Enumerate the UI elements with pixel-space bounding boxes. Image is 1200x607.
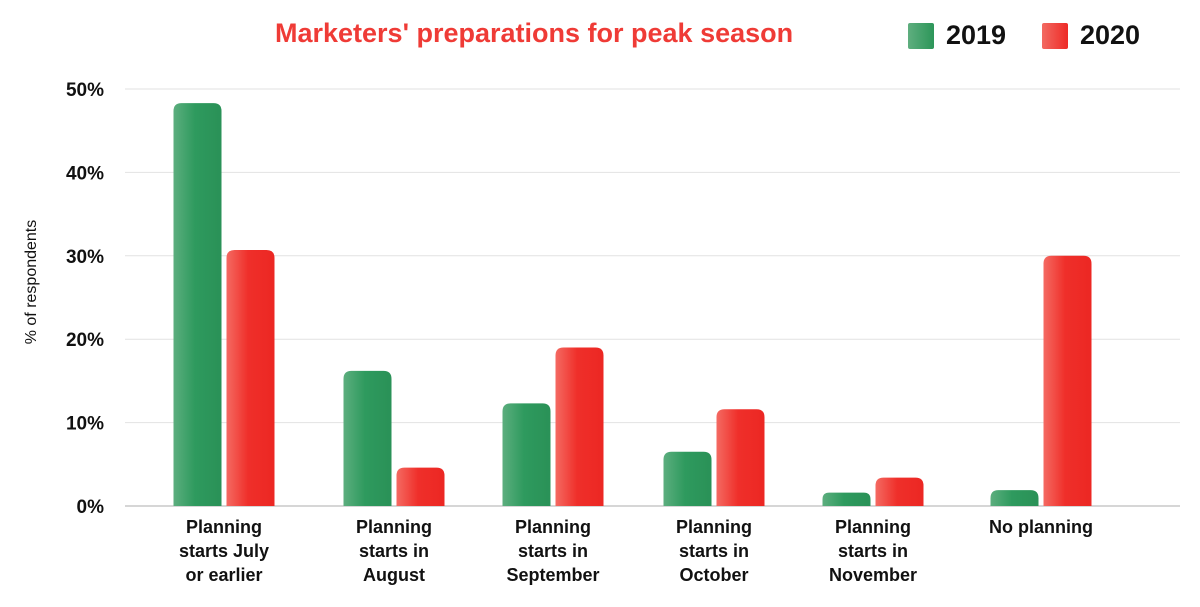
x-category-label: Planning starts in August [356,517,432,585]
x-category-label: No planning [989,517,1093,537]
legend-item-2019: 2019 [908,20,1006,51]
y-tick-label: 40% [66,163,104,184]
bar-2019-4 [822,492,871,506]
y-tick-label: 20% [66,330,104,351]
bar-2019-5 [990,490,1039,506]
legend-label-2019: 2019 [946,20,1007,50]
bar-2020-2 [555,347,604,506]
bar-2019-0 [173,103,222,506]
y-tick-label: 50% [66,80,104,101]
legend-label-2020: 2020 [1080,20,1141,50]
bar-2019-2 [502,403,551,506]
legend-swatch-2020 [1042,22,1068,49]
y-tick-label: 0% [77,497,105,518]
chart-title: Marketers' preparations for peak season [275,18,794,48]
bar-2020-3 [716,409,765,506]
y-tick-label: 10% [66,414,104,435]
bar-2020-5 [1043,255,1092,506]
x-category-label: Planning starts July or earlier [179,517,269,585]
y-tick-label: 30% [66,247,104,268]
bar-2019-1 [343,370,392,506]
bar-2020-1 [396,467,445,506]
bar-2020-0 [226,249,275,506]
bar-2019-3 [663,451,712,506]
x-category-label: Planning starts in October [676,517,752,585]
legend-swatch-2019 [908,22,934,49]
legend-item-2020: 2020 [1042,20,1140,51]
x-category-label: Planning starts in November [829,517,917,585]
x-category-label: Planning starts in September [506,517,599,585]
bar-2020-4 [875,477,924,506]
